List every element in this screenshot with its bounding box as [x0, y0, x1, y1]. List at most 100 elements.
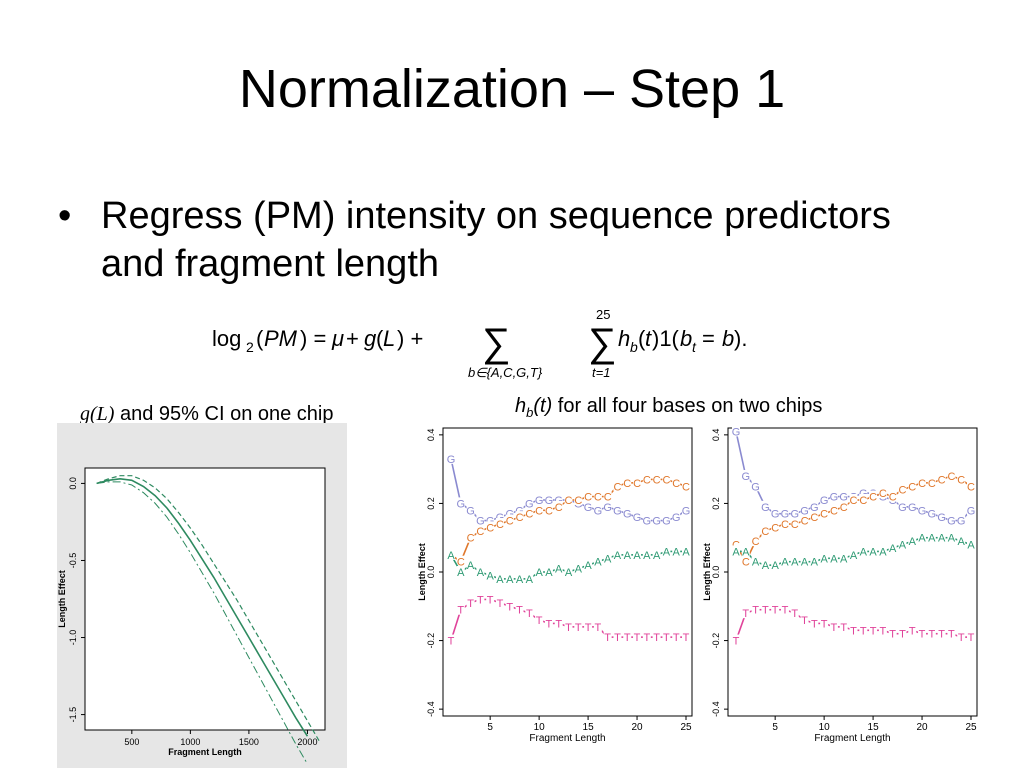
hb-point-C: C — [889, 492, 897, 504]
gl-y-axis-label: Length Effect — [57, 570, 67, 628]
hb-letter-bg — [741, 607, 750, 619]
hb-point-G: G — [633, 512, 642, 524]
hb-point-T: T — [840, 622, 847, 634]
hb-point-A: A — [535, 567, 543, 579]
hb-point-T: T — [919, 629, 926, 641]
hb-letter-bg — [682, 545, 690, 557]
hb-point-A: A — [673, 546, 681, 558]
hb-point-C: C — [957, 474, 965, 486]
hb-letter-bg — [652, 514, 661, 526]
gl-plot-area — [84, 467, 326, 731]
svg-text:g: g — [364, 326, 377, 351]
hb-letter-bg — [613, 504, 622, 516]
hb-letter-bg — [456, 497, 465, 509]
hb-letter-bg — [466, 559, 475, 571]
hb-point-T: T — [762, 605, 769, 617]
hb-letter-bg — [829, 504, 838, 516]
hb-point-C: C — [898, 485, 906, 497]
hb-letter-bg — [771, 559, 780, 571]
hb-letter-bg — [780, 518, 789, 529]
hb-point-A: A — [555, 564, 563, 576]
svg-text:t: t — [692, 339, 697, 355]
caption-hb-t: (t) — [533, 395, 553, 417]
hb-letter-bg — [790, 607, 799, 619]
hb-point-C: C — [801, 516, 809, 528]
hb-letter-bg — [869, 490, 878, 502]
svg-text:b: b — [680, 326, 692, 351]
hb-y-tick-label: -0.2 — [711, 633, 721, 649]
hb-point-A: A — [850, 550, 858, 562]
hb-letter-bg — [732, 425, 740, 437]
hb-point-C: C — [574, 495, 582, 507]
hb-letter-bg — [878, 545, 887, 557]
hb-point-G: G — [525, 498, 534, 510]
hb-point-A: A — [928, 533, 936, 545]
hb-letter-bg — [672, 511, 681, 523]
hb-letter-bg — [937, 531, 946, 543]
hb-point-T: T — [565, 622, 572, 634]
hb-letter-bg — [859, 494, 868, 505]
svg-text:∑: ∑ — [482, 321, 511, 365]
hb-point-T: T — [938, 629, 945, 641]
hb-letter-bg — [525, 497, 534, 509]
hb-point-A: A — [516, 574, 524, 586]
hb-point-C: C — [820, 509, 828, 521]
hb-letter-bg — [652, 473, 661, 485]
hb-letter-bg — [927, 627, 936, 639]
gl-y-tick-label: -1.0 — [68, 630, 78, 646]
hb-letter-bg — [603, 500, 612, 512]
hb-letter-bg — [515, 572, 524, 584]
hb-letter-bg — [515, 603, 524, 615]
hb-point-G: G — [781, 509, 790, 521]
hb-point-C: C — [752, 536, 760, 548]
hb-letter-bg — [486, 593, 495, 605]
hb-letter-bg — [662, 473, 671, 485]
hb-point-A: A — [447, 550, 455, 562]
hb-letter-bg — [642, 548, 651, 560]
gl-series-line — [96, 477, 309, 737]
hb-letter-bg — [544, 566, 553, 577]
hb-letter-bg — [672, 631, 681, 643]
hb-x-tick-label: 25 — [680, 722, 692, 733]
hb-letter-bg — [927, 507, 936, 519]
svg-text:25: 25 — [596, 307, 610, 322]
hb-letter-bg — [593, 504, 602, 516]
hb-letter-bg — [525, 507, 534, 519]
hb-point-T: T — [604, 632, 611, 644]
gl-x-axis-label: Fragment Length — [168, 747, 242, 757]
hb-letter-bg — [447, 548, 455, 560]
hb-letter-bg — [476, 593, 485, 605]
hb-letter-bg — [859, 545, 868, 557]
hb-letter-bg — [732, 545, 740, 557]
svg-text:h: h — [618, 326, 630, 351]
hb-letter-bg — [476, 524, 485, 536]
hb-x-axis-label: Fragment Length — [814, 733, 890, 744]
hb-letter-bg — [623, 507, 632, 519]
svg-text:) =: ) = — [300, 326, 326, 351]
hb-letter-bg — [839, 490, 848, 502]
hb-letter-bg — [495, 572, 504, 584]
hb-point-C: C — [672, 478, 680, 490]
hb-point-T: T — [850, 625, 857, 637]
hb-point-G: G — [476, 516, 485, 528]
hb-x-axis-label: Fragment Length — [529, 733, 605, 744]
hb-point-T: T — [516, 605, 523, 617]
hb-letter-bg — [829, 490, 838, 502]
hb-point-G: G — [957, 516, 966, 528]
hb-point-C: C — [633, 478, 641, 490]
hb-letter-bg — [535, 566, 544, 577]
hb-letter-bg — [741, 545, 750, 557]
hb-point-T: T — [555, 618, 562, 630]
hb-point-G: G — [545, 495, 554, 507]
hb-point-T: T — [595, 622, 602, 634]
hb-letter-bg — [505, 572, 514, 584]
hb-point-C: C — [486, 522, 494, 534]
hb-letter-bg — [447, 634, 455, 646]
svg-text:t: t — [645, 326, 652, 351]
hb-letter-bg — [771, 521, 780, 533]
hb-letter-bg — [898, 627, 907, 639]
hb-letter-bg — [741, 470, 750, 481]
hb-letter-bg — [888, 627, 897, 639]
hb-letter-bg — [486, 521, 495, 533]
hb-point-T: T — [899, 629, 906, 641]
